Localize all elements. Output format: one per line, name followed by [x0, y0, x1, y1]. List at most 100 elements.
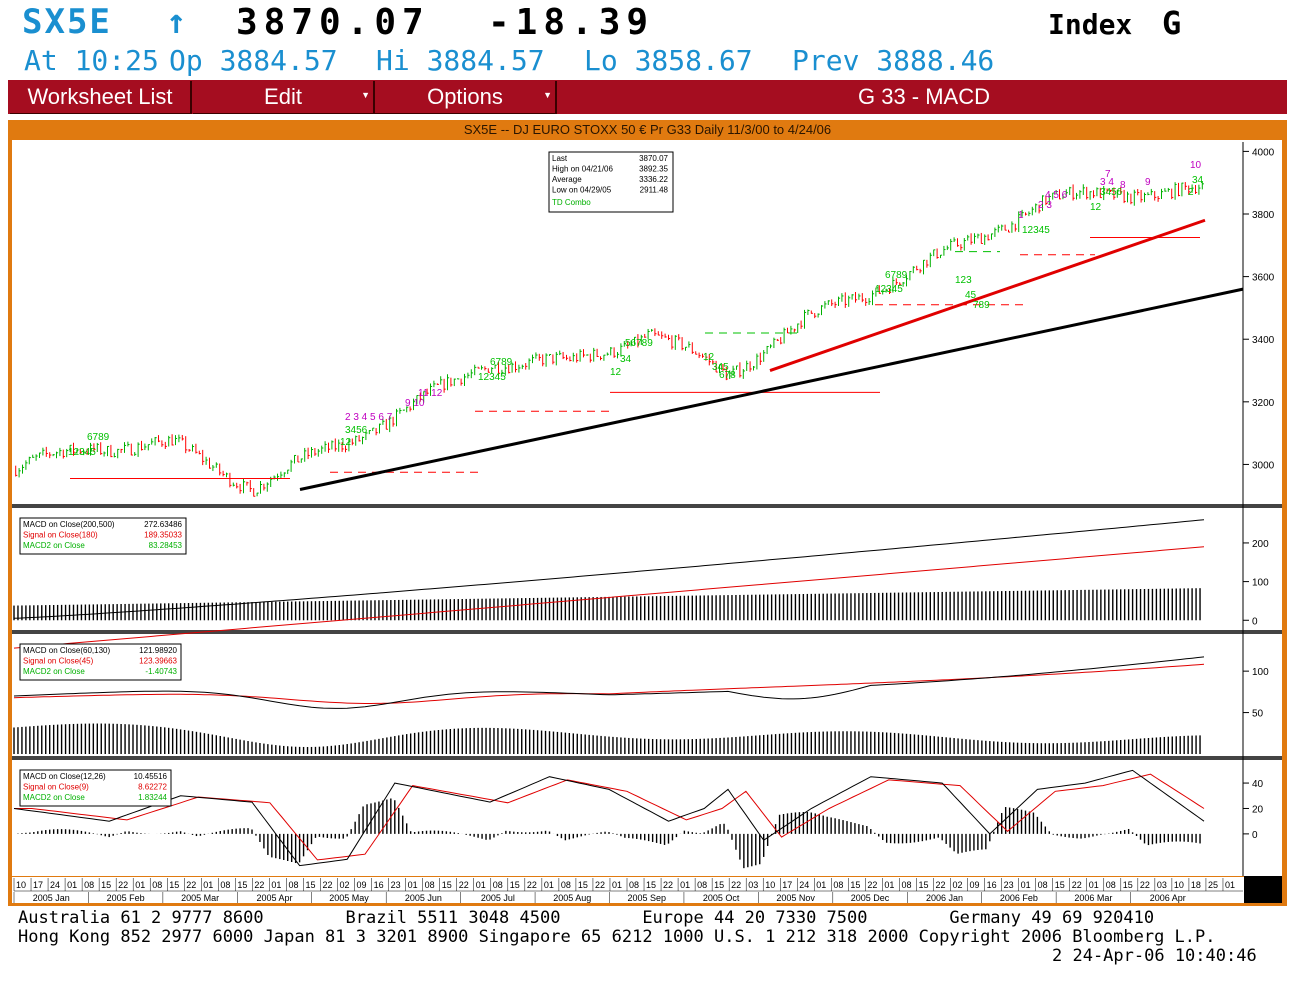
macd-line [13, 656, 1205, 709]
day-label: 15 [1055, 880, 1065, 890]
td-combo-count: 4 5 6 [1045, 190, 1068, 201]
quote-prev: Prev 3888.46 [792, 44, 995, 77]
day-label: 22 [731, 880, 741, 890]
td-combo-count: 345 [712, 362, 729, 373]
day-label: 15 [305, 880, 315, 890]
td-combo-count: 3456 [345, 425, 368, 436]
y-tick-label: 100 [1252, 578, 1269, 589]
up-arrow-icon: ↑ [166, 2, 187, 42]
edit-menu-label: Edit [264, 84, 302, 109]
legend-value: 3336.22 [639, 175, 668, 184]
month-label: 2005 Jun [405, 893, 442, 903]
market-key: G [1162, 4, 1182, 42]
time-axis [12, 877, 1282, 903]
legend-value: 123.39663 [139, 657, 177, 666]
month-label: 2005 Nov [776, 893, 815, 903]
day-label: 16 [987, 880, 997, 890]
day-label: 22 [1140, 880, 1150, 890]
quote-open: Op 3884.57 [169, 44, 338, 77]
td-combo-count: 2 3 [1038, 200, 1052, 211]
options-menu-button[interactable]: Options ▼ [375, 81, 557, 114]
legend-value: 189.35033 [144, 531, 182, 540]
day-label: 25 [1208, 880, 1218, 890]
macd3-legend: MACD on Close(12,26) 10.45516 Signal on Cl… [19, 769, 172, 807]
td-combo-count: 6789 [490, 357, 513, 368]
footer-line-1: Australia 61 2 9777 8600 Brazil 5511 304… [18, 908, 1155, 928]
legend-value: 272.63486 [144, 520, 182, 529]
day-label: 08 [152, 880, 162, 890]
day-label: 01 [1225, 880, 1235, 890]
price-legend: Last 3870.07 High on 04/21/06 3892.35 Averag… [548, 151, 674, 213]
td-combo-count: 12 [610, 367, 622, 378]
legend-td: TD Combo [552, 198, 591, 207]
day-label: 15 [101, 880, 111, 890]
day-label: 15 [714, 880, 724, 890]
edit-menu-button[interactable]: Edit ▼ [193, 81, 375, 114]
td-combo-count: 7 [1105, 169, 1111, 180]
day-label: 03 [1157, 880, 1167, 890]
month-label: 2005 Oct [703, 893, 740, 903]
security-type: Index [1048, 8, 1133, 41]
legend-label: Signal on Close(9) [23, 783, 89, 792]
day-label: 08 [1038, 880, 1048, 890]
page-title: G 33 - MACD [857, 84, 991, 109]
y-tick-label: 50 [1252, 709, 1264, 720]
y-tick-label: 3000 [1252, 460, 1275, 471]
y-tick-label: 100 [1252, 667, 1269, 678]
chart-title: SX5E -- DJ EURO STOXX 50 € Pr G33 Daily … [463, 122, 832, 137]
day-label: 15 [1123, 880, 1133, 890]
day-label: 15 [578, 880, 588, 890]
day-label: 08 [425, 880, 435, 890]
day-label: 10 [765, 880, 775, 890]
macd-panel-3 [12, 760, 1282, 876]
td-combo-count: 3 4 [1100, 177, 1114, 188]
day-label: 01 [67, 880, 77, 890]
legend-label: Average [552, 175, 582, 184]
td-combo-count: 2 [1188, 187, 1194, 198]
td-combo-count: 34 [1192, 175, 1204, 186]
month-label: 2006 Feb [1000, 893, 1038, 903]
dropdown-triangle-icon: ▼ [543, 90, 552, 100]
worksheet-list-button[interactable]: Worksheet List [10, 81, 192, 114]
day-label: 08 [493, 880, 503, 890]
day-label: 08 [901, 880, 911, 890]
day-label: 10 [1174, 880, 1184, 890]
day-label: 01 [816, 880, 826, 890]
day-label: 22 [527, 880, 537, 890]
month-label: 2005 Jul [481, 893, 515, 903]
y-tick-label: 200 [1252, 539, 1269, 550]
day-label: 09 [357, 880, 367, 890]
day-label: 01 [476, 880, 486, 890]
footer-line-2: Hong Kong 852 2977 6000 Japan 81 3 3201 … [18, 927, 1216, 947]
macd2-legend: MACD on Close(60,130) 121.98920 Signal on … [19, 643, 182, 681]
td-combo-count: 9 10 [405, 398, 425, 409]
day-label: 01 [1089, 880, 1099, 890]
month-label: 2005 Dec [851, 893, 890, 903]
day-label: 02 [953, 880, 963, 890]
td-combo-count: 56789 [625, 338, 653, 349]
macd-panel-1 [12, 508, 1282, 630]
y-tick-label: 40 [1252, 779, 1264, 790]
day-label: 01 [135, 880, 145, 890]
td-combo-count: 3456 [1100, 187, 1123, 198]
last-price: 3870.07 [236, 2, 430, 43]
worksheet-list-label: Worksheet List [27, 84, 173, 109]
legend-label: Last [552, 154, 568, 163]
options-menu-label: Options [427, 84, 503, 109]
td-combo-count: 789 [973, 300, 990, 311]
day-label: 08 [288, 880, 298, 890]
legend-value: 3892.35 [639, 165, 668, 174]
legend-label: Signal on Close(45) [23, 657, 94, 666]
day-label: 22 [1072, 880, 1082, 890]
day-label: 09 [970, 880, 980, 890]
day-label: 23 [1004, 880, 1014, 890]
day-label: 15 [169, 880, 179, 890]
legend-value: 83.28453 [149, 541, 183, 550]
day-label: 24 [50, 880, 60, 890]
day-label: 18 [1191, 880, 1201, 890]
day-label: 01 [203, 880, 213, 890]
legend-label: MACD on Close(200,500) [23, 520, 115, 529]
trendline-red [769, 218, 1206, 372]
day-label: 08 [833, 880, 843, 890]
legend-label: Signal on Close(180) [23, 531, 98, 540]
